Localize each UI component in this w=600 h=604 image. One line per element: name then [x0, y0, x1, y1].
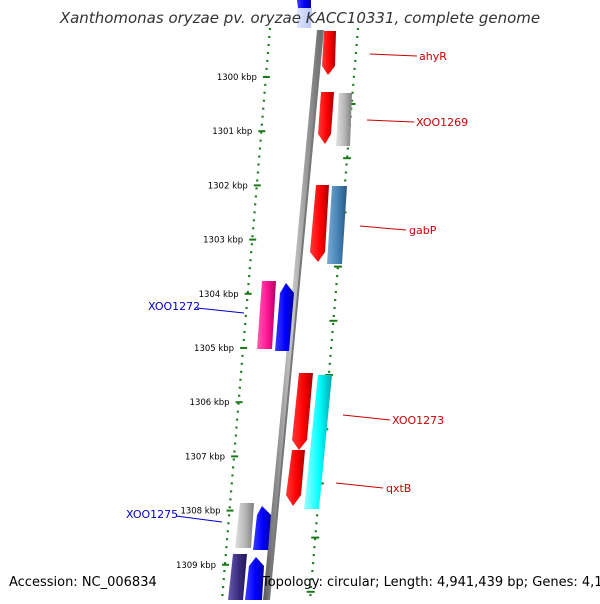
accession-info: Accession: NC_006834	[9, 575, 157, 590]
gene-bottom-navy	[228, 554, 247, 600]
gene-top-partial-pale	[297, 8, 312, 28]
gene-XOO1273	[292, 373, 313, 450]
map-title: Xanthomonas oryzae pv. oryzae KACC10331,…	[59, 9, 541, 27]
topology-info: Topology: circular; Length: 4,941,439 bp…	[262, 575, 600, 590]
callout-line-XOO1269	[366, 119, 415, 123]
ruler-tick-label: 1307 kbp	[185, 452, 225, 462]
ruler-tick-label: 1304 kbp	[199, 290, 239, 300]
callout-line-gabP	[359, 225, 407, 231]
ruler-tick-label: 1302 kbp	[208, 181, 248, 191]
backbone-strand	[263, 30, 322, 600]
gene-qxtB	[286, 450, 305, 506]
gene-label-gabP[interactable]: gabP	[409, 224, 437, 237]
ruler-tick-label: 1309 kbp	[176, 561, 216, 571]
ruler-tick-label: 1305 kbp	[194, 344, 234, 354]
gene-XOO1275-neighbor	[235, 503, 254, 548]
gene-XOO1275	[253, 506, 271, 550]
genome-backbone	[263, 30, 324, 600]
gene-label-qxtB[interactable]: qxtB	[386, 482, 411, 495]
gene-XOO1269	[318, 92, 334, 144]
callout-line-XOO1272	[196, 307, 245, 314]
gene-label-ahyR[interactable]: ahyR	[419, 50, 447, 63]
ruler-tick-label: 1301 kbp	[212, 127, 252, 137]
gene-ahyR	[322, 31, 336, 75]
ruler-tick-label: 1300 kbp	[217, 73, 257, 83]
gene-bottom-blue	[245, 557, 264, 600]
gene-gabP	[327, 186, 347, 264]
callout-line-ahyR	[369, 53, 418, 57]
ruler-tick-label: 1306 kbp	[190, 398, 230, 408]
gene-features	[228, 0, 352, 600]
gene-label-XOO1273[interactable]: XOO1273	[392, 414, 444, 427]
ruler-tick-label: 1308 kbp	[180, 507, 220, 517]
gene-label-XOO1272[interactable]: XOO1272	[148, 300, 200, 313]
gene-gabP-left	[310, 185, 329, 262]
gene-top-partial-blue	[297, 0, 311, 8]
gene-label-XOO1269[interactable]: XOO1269	[416, 116, 468, 129]
callout-line-XOO1273	[342, 414, 391, 421]
gene-callouts: ahyR XOO1269 gabP XOO1272 XOO1273 qxtB X…	[126, 50, 468, 523]
gene-XOO1273-cyan	[304, 375, 332, 509]
gene-label-XOO1275[interactable]: XOO1275	[126, 508, 178, 521]
gene-XOO1272	[275, 283, 294, 351]
ruler-tick-label: 1303 kbp	[203, 236, 243, 246]
gene-XOO1272-neighbor	[257, 281, 276, 349]
ruler-ticks: 1300 kbp 1301 kbp 1302 kbp 1303 kbp 1304 kbp…	[176, 73, 356, 593]
gene-XOO1269-neighbor	[336, 93, 352, 146]
callout-line-XOO1275	[175, 515, 223, 523]
callout-line-qxtB	[335, 482, 384, 489]
